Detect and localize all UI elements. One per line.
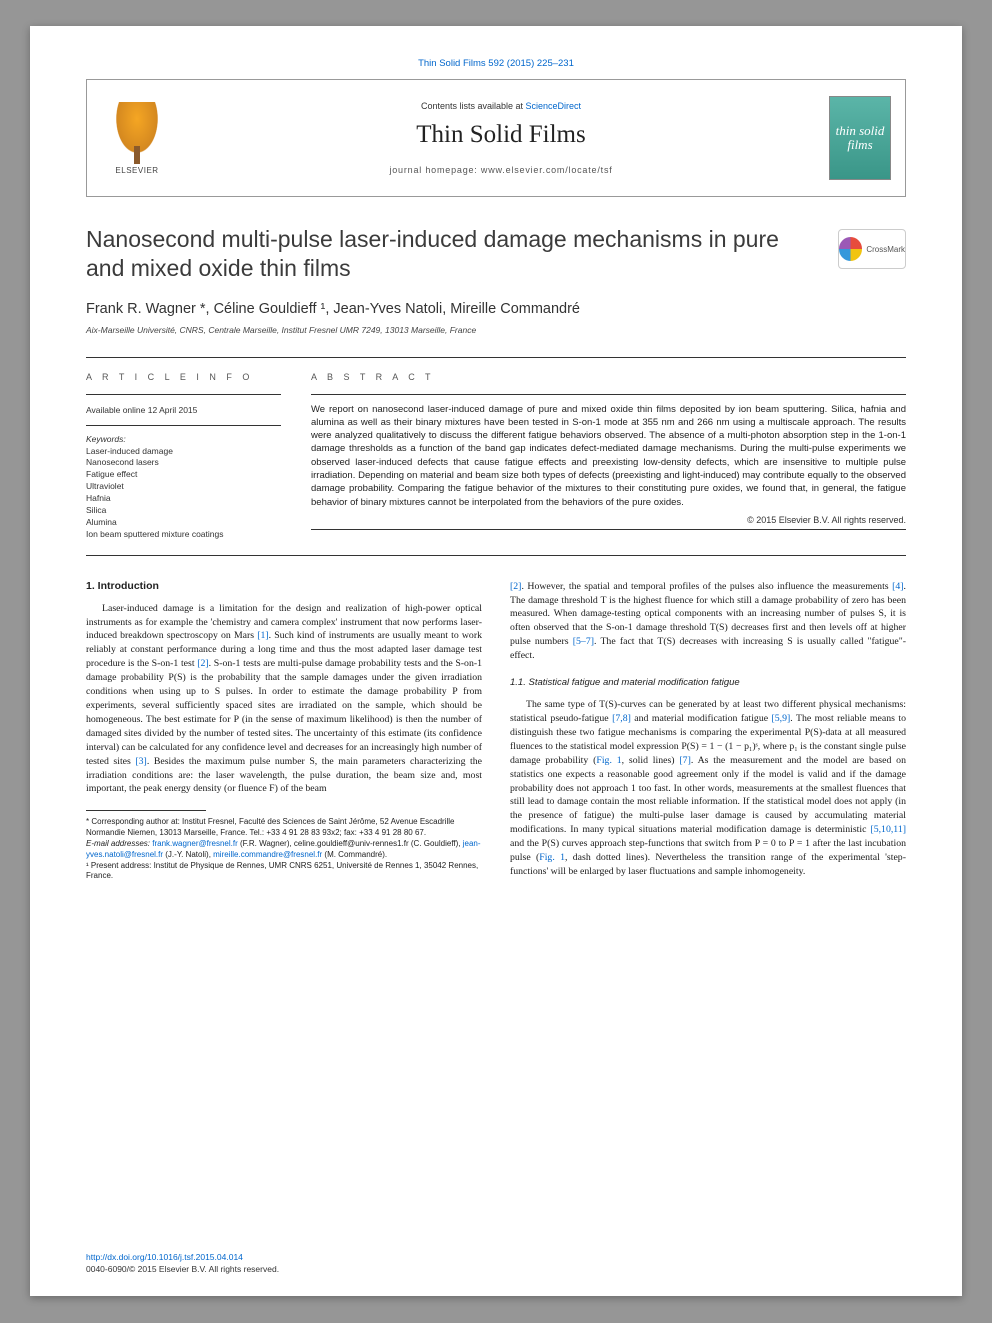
body-text-span: Laser-induced damage is a limitation for… [86, 603, 482, 795]
crossmark-icon [839, 237, 862, 261]
keyword: Fatigue effect [86, 469, 281, 481]
keywords-list: Laser-induced damage Nanosecond lasers F… [86, 446, 281, 541]
body-paragraph: The same type of T(S)-curves can be gene… [510, 698, 906, 879]
footnote-corresponding: * Corresponding author at: Institut Fres… [86, 817, 482, 839]
elsevier-label: ELSEVIER [115, 166, 158, 175]
emails-label: E-mail addresses: [86, 839, 150, 848]
available-online-date: Available online 12 April 2015 [86, 405, 281, 415]
divider [86, 394, 281, 395]
divider [86, 555, 906, 556]
journal-header: ELSEVIER Contents lists available at Sci… [86, 79, 906, 197]
body-paragraph: Laser-induced damage is a limitation for… [86, 602, 482, 797]
body-column-right: [2]. However, the spatial and temporal p… [510, 580, 906, 882]
page-footer: http://dx.doi.org/10.1016/j.tsf.2015.04.… [86, 1252, 906, 1274]
body-two-column: 1. Introduction Laser-induced damage is … [86, 580, 906, 882]
body-text-span: The same type of T(S)-curves can be gene… [510, 699, 906, 877]
abstract-copyright: © 2015 Elsevier B.V. All rights reserved… [311, 515, 906, 525]
abstract-text: We report on nanosecond laser-induced da… [311, 403, 906, 509]
keyword: Ultraviolet [86, 481, 281, 493]
body-paragraph: [2]. However, the spatial and temporal p… [510, 580, 906, 663]
divider [86, 425, 281, 426]
keyword: Laser-induced damage [86, 446, 281, 458]
page: Thin Solid Films 592 (2015) 225–231 ELSE… [30, 26, 962, 1296]
info-abstract-row: A R T I C L E I N F O Available online 1… [86, 372, 906, 541]
article-info-label: A R T I C L E I N F O [86, 372, 281, 382]
present-address-text: ¹ Present address: Institut de Physique … [86, 861, 478, 881]
keyword: Silica [86, 505, 281, 517]
journal-homepage: journal homepage: www.elsevier.com/locat… [183, 165, 819, 175]
crossmark-badge[interactable]: CrossMark [838, 229, 906, 269]
keyword: Ion beam sputtered mixture coatings [86, 529, 281, 541]
keywords-label: Keywords: [86, 434, 281, 444]
divider [311, 394, 906, 395]
divider [86, 357, 906, 358]
abstract-column: A B S T R A C T We report on nanosecond … [311, 372, 906, 541]
journal-cover-thumbnail: thin solid films [829, 96, 891, 180]
journal-name: Thin Solid Films [183, 121, 819, 149]
title-row: Nanosecond multi-pulse laser-induced dam… [86, 225, 906, 283]
header-center: Contents lists available at ScienceDirec… [173, 101, 829, 175]
issn-copyright: 0040-6090/© 2015 Elsevier B.V. All right… [86, 1264, 906, 1274]
keyword: Nanosecond lasers [86, 457, 281, 469]
sciencedirect-link[interactable]: ScienceDirect [526, 101, 582, 111]
article-title: Nanosecond multi-pulse laser-induced dam… [86, 225, 818, 283]
footnote-emails: E-mail addresses: frank.wagner@fresnel.f… [86, 839, 482, 861]
abstract-label: A B S T R A C T [311, 372, 906, 382]
contents-available-line: Contents lists available at ScienceDirec… [183, 101, 819, 111]
journal-cover-text: thin solid films [830, 124, 890, 153]
section-subheading-1-1: 1.1. Statistical fatigue and material mo… [510, 677, 906, 688]
article-info-column: A R T I C L E I N F O Available online 1… [86, 372, 281, 541]
elsevier-logo: ELSEVIER [101, 96, 173, 180]
keyword: Hafnia [86, 493, 281, 505]
doi-link[interactable]: http://dx.doi.org/10.1016/j.tsf.2015.04.… [86, 1252, 906, 1262]
footnote-present-address: ¹ Present address: Institut de Physique … [86, 861, 482, 883]
body-column-left: 1. Introduction Laser-induced damage is … [86, 580, 482, 882]
footnote-divider [86, 810, 206, 811]
divider [311, 529, 906, 530]
affiliation: Aix-Marseille Université, CNRS, Centrale… [86, 325, 906, 335]
top-citation-link[interactable]: Thin Solid Films 592 (2015) 225–231 [86, 58, 906, 69]
contents-prefix: Contents lists available at [421, 101, 526, 111]
keyword: Alumina [86, 517, 281, 529]
section-heading-1: 1. Introduction [86, 580, 482, 592]
authors-line: Frank R. Wagner *, Céline Gouldieff ¹, J… [86, 301, 906, 317]
crossmark-label: CrossMark [866, 245, 905, 254]
elsevier-tree-icon [113, 102, 161, 158]
